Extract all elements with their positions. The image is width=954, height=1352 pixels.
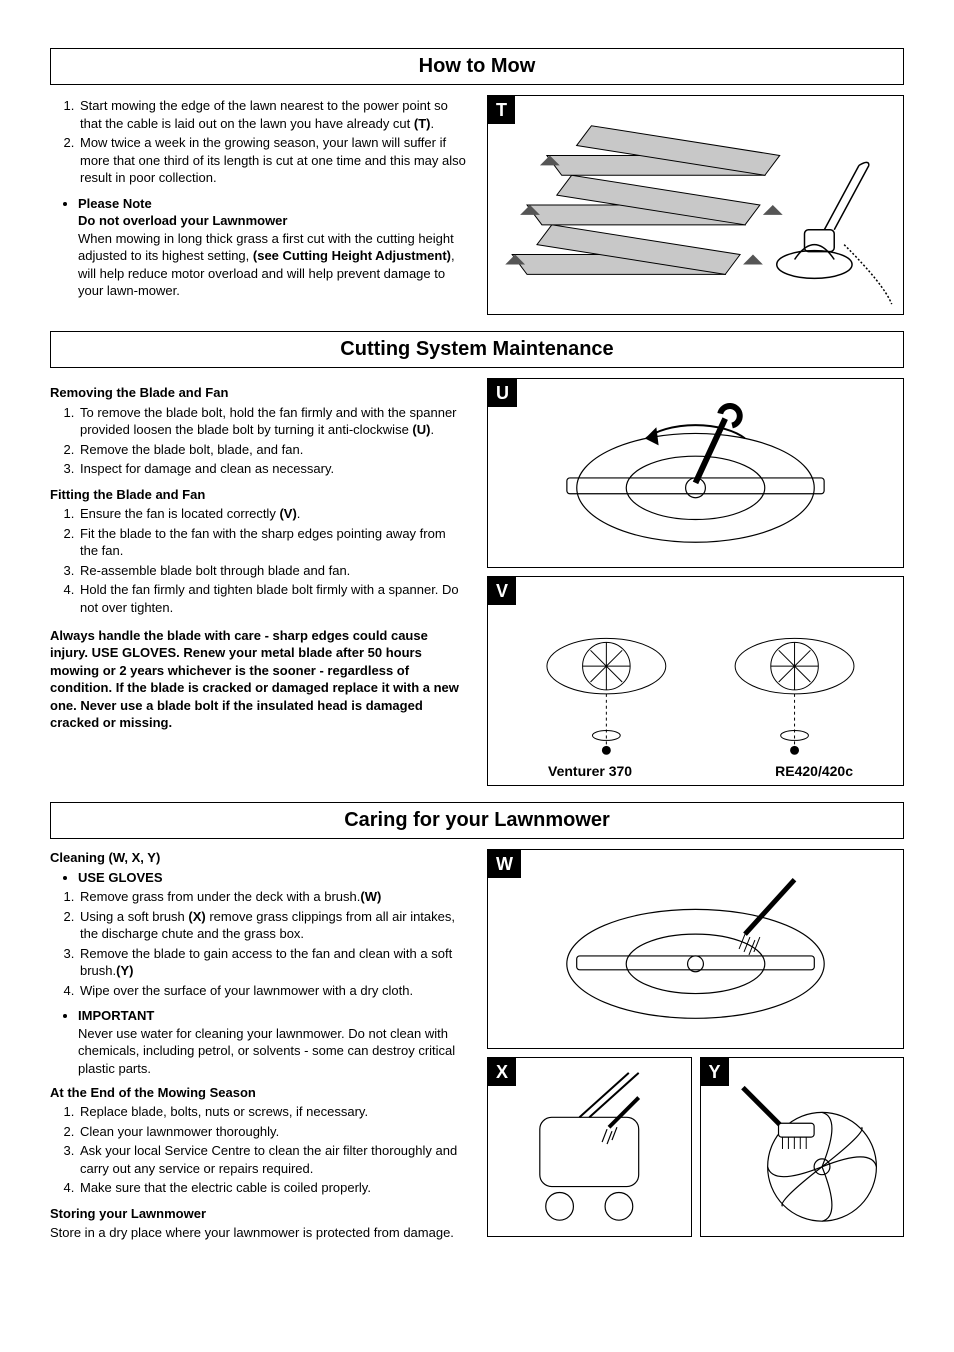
- section-title-howtomow: How to Mow: [50, 48, 904, 85]
- t: Replace blade, bolts, nuts or screws, if…: [80, 1104, 368, 1119]
- gloves-text: USE GLOVES: [78, 870, 163, 885]
- t: Re-assemble blade bolt through blade and…: [80, 563, 350, 578]
- cutting-warning: Always handle the blade with care - shar…: [50, 627, 467, 732]
- section-title-cutting: Cutting System Maintenance: [50, 331, 904, 368]
- howtomow-text: Start mowing the edge of the lawn neares…: [50, 95, 467, 308]
- blade-remove-illustration: [488, 379, 903, 567]
- t: Fit the blade to the fan with the sharp …: [80, 526, 446, 559]
- figure-u: U: [487, 378, 904, 568]
- text: Mow twice a week in the growing season, …: [80, 135, 466, 185]
- t: Using a soft brush: [80, 909, 188, 924]
- r: (Y): [116, 963, 133, 978]
- cutting-row: Removing the Blade and Fan To remove the…: [50, 378, 904, 794]
- caring-row: Cleaning (W, X, Y) USE GLOVES Remove gra…: [50, 849, 904, 1245]
- gloves-bullet: USE GLOVES: [50, 869, 467, 887]
- figure-w: W: [487, 849, 904, 1049]
- r: (W): [360, 889, 381, 904]
- section-title-text: How to Mow: [419, 55, 536, 77]
- important-lead: IMPORTANT: [78, 1008, 154, 1023]
- figure-xy-row: X Y: [487, 1057, 904, 1245]
- t: Remove the blade to gain access to the f…: [80, 946, 452, 979]
- figure-v-caption-left: Venturer 370: [548, 762, 632, 781]
- howtomow-note: Please Note Do not overload your Lawnmow…: [50, 195, 467, 300]
- figure-v-caption-right: RE420/420c: [775, 762, 853, 781]
- list-item: Re-assemble blade bolt through blade and…: [78, 562, 467, 580]
- list-item: Wipe over the surface of your lawnmower …: [78, 982, 467, 1000]
- deck-clean-illustration: [488, 850, 903, 1048]
- figure-v: V: [487, 576, 904, 786]
- list-item: Remove the blade to gain access to the f…: [78, 945, 467, 980]
- list-item: Inspect for damage and clean as necessar…: [78, 460, 467, 478]
- note-lead: Please Note: [78, 196, 152, 211]
- list-item: Mow twice a week in the growing season, …: [78, 134, 467, 187]
- t: Inspect for damage and clean as necessar…: [80, 461, 334, 476]
- important-item: IMPORTANT Never use water for cleaning y…: [78, 1007, 467, 1077]
- important-bullet: IMPORTANT Never use water for cleaning y…: [50, 1007, 467, 1077]
- fitting-heading: Fitting the Blade and Fan: [50, 486, 467, 504]
- figure-t: T: [487, 95, 904, 315]
- section-title-caring: Caring for your Lawnmower: [50, 802, 904, 839]
- list-item: Ensure the fan is located correctly (V).: [78, 505, 467, 523]
- important-body: Never use water for cleaning your lawnmo…: [78, 1026, 455, 1076]
- t: Wipe over the surface of your lawnmower …: [80, 983, 413, 998]
- figure-x: X: [487, 1057, 692, 1237]
- t: Ensure the fan is located correctly: [80, 506, 279, 521]
- t: Ask your local Service Centre to clean t…: [80, 1143, 457, 1176]
- note-ref: (see Cutting Height Adjustment): [253, 248, 451, 263]
- list-item: Start mowing the edge of the lawn neares…: [78, 97, 467, 132]
- r: (U): [412, 422, 430, 437]
- list-item: Fit the blade to the fan with the sharp …: [78, 525, 467, 560]
- ref: (T): [414, 116, 431, 131]
- section-title-text: Cutting System Maintenance: [340, 338, 613, 360]
- removing-heading: Removing the Blade and Fan: [50, 384, 467, 402]
- list-item: Ask your local Service Centre to clean t…: [78, 1142, 467, 1177]
- end-heading: At the End of the Mowing Season: [50, 1084, 467, 1102]
- howtomow-row: Start mowing the edge of the lawn neares…: [50, 95, 904, 323]
- section-title-text: Caring for your Lawnmower: [344, 809, 610, 831]
- t: Hold the fan firmly and tighten blade bo…: [80, 582, 459, 615]
- note-strong: Do not overload your Lawnmower: [78, 213, 287, 228]
- list-item: Replace blade, bolts, nuts or screws, if…: [78, 1103, 467, 1121]
- list-item: To remove the blade bolt, hold the fan f…: [78, 404, 467, 439]
- cleaning-list: Remove grass from under the deck with a …: [50, 888, 467, 999]
- fan-clean-illustration: [701, 1058, 904, 1236]
- fan-fit-illustration: [488, 577, 903, 785]
- list-item: Remove the blade bolt, blade, and fan.: [78, 441, 467, 459]
- removing-list: To remove the blade bolt, hold the fan f…: [50, 404, 467, 478]
- storing-heading: Storing your Lawnmower: [50, 1205, 467, 1223]
- text: .: [431, 116, 435, 131]
- t: To remove the blade bolt, hold the fan f…: [80, 405, 457, 438]
- caring-figures: W X: [487, 849, 904, 1245]
- list-item: Using a soft brush (X) remove grass clip…: [78, 908, 467, 943]
- howtomow-figure-col: T: [487, 95, 904, 323]
- r: (V): [279, 506, 296, 521]
- cleaning-heading: Cleaning (W, X, Y): [50, 849, 467, 867]
- list-item: Make sure that the electric cable is coi…: [78, 1179, 467, 1197]
- figure-y: Y: [700, 1057, 905, 1237]
- r: (X): [188, 909, 205, 924]
- storing-body: Store in a dry place where your lawnmowe…: [50, 1224, 467, 1242]
- t: Clean your lawnmower thoroughly.: [80, 1124, 279, 1139]
- t: .: [297, 506, 301, 521]
- cutting-figures: U V: [487, 378, 904, 794]
- t: Make sure that the electric cable is coi…: [80, 1180, 371, 1195]
- mower-pattern-illustration: [488, 96, 903, 314]
- cutting-text: Removing the Blade and Fan To remove the…: [50, 378, 467, 732]
- list-item: Remove grass from under the deck with a …: [78, 888, 467, 906]
- fitting-list: Ensure the fan is located correctly (V).…: [50, 505, 467, 616]
- howtomow-list: Start mowing the edge of the lawn neares…: [50, 97, 467, 187]
- caring-text: Cleaning (W, X, Y) USE GLOVES Remove gra…: [50, 849, 467, 1242]
- gloves-item: USE GLOVES: [78, 869, 467, 887]
- t: Remove grass from under the deck with a …: [80, 889, 360, 904]
- t: .: [430, 422, 434, 437]
- note-item: Please Note Do not overload your Lawnmow…: [78, 195, 467, 300]
- intake-clean-illustration: [488, 1058, 691, 1236]
- end-list: Replace blade, bolts, nuts or screws, if…: [50, 1103, 467, 1197]
- text: Start mowing the edge of the lawn neares…: [80, 98, 448, 131]
- list-item: Clean your lawnmower thoroughly.: [78, 1123, 467, 1141]
- t: Remove the blade bolt, blade, and fan.: [80, 442, 303, 457]
- list-item: Hold the fan firmly and tighten blade bo…: [78, 581, 467, 616]
